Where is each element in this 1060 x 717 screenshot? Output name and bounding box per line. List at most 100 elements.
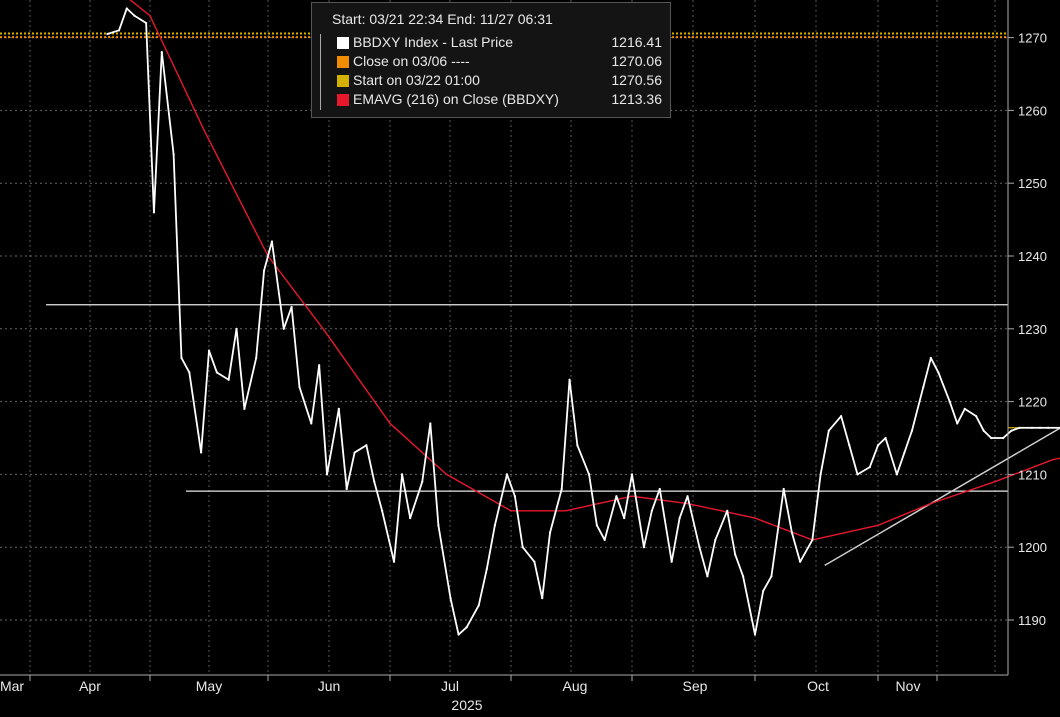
series-segment	[381, 510, 395, 562]
legend-label: BBDXY Index - Last Price	[353, 34, 514, 50]
series-segment	[421, 423, 432, 482]
series-segment	[129, 0, 151, 17]
series-segment	[937, 372, 951, 402]
series-segment	[791, 532, 801, 563]
legend-label: Close on 03/06 ----	[353, 53, 470, 69]
series-segment	[650, 488, 661, 512]
series-segment	[134, 14, 147, 24]
series-segment	[742, 576, 756, 635]
legend-value: 1213.36	[611, 91, 662, 107]
series-segment	[811, 474, 822, 541]
legend-value: 1270.56	[611, 72, 662, 88]
series-segment	[714, 510, 729, 541]
series-segment	[840, 415, 851, 446]
series-segment	[514, 496, 524, 548]
series-segment	[255, 270, 265, 359]
series-segment	[298, 386, 313, 424]
series-segment	[857, 466, 871, 476]
legend-row-last-price: BBDXY Index - Last Price 1216.41	[320, 34, 662, 53]
series-segment	[1002, 430, 1012, 439]
series-segment	[1052, 457, 1060, 461]
x-tick-label: May	[196, 678, 222, 694]
series-segment	[828, 415, 842, 432]
x-tick-label: Apr	[79, 678, 101, 694]
series-segment	[126, 7, 136, 17]
series-segment	[658, 488, 673, 562]
series-segment	[243, 357, 258, 410]
legend-tree-line	[320, 53, 331, 72]
series-segment	[670, 517, 681, 562]
series-segment	[107, 29, 120, 35]
series-segment	[345, 452, 356, 490]
y-tick-label: 1230	[1018, 322, 1047, 337]
series-segment	[493, 474, 508, 526]
y-tick-label: 1270	[1018, 31, 1047, 46]
series-segment	[903, 430, 913, 453]
series-segment	[149, 15, 206, 133]
series-segment	[754, 517, 813, 541]
series-segment	[911, 386, 925, 431]
series-segment	[596, 524, 606, 541]
series-segment	[318, 365, 328, 475]
series-segment	[754, 590, 765, 635]
series-segment	[884, 437, 898, 475]
legend-row-emavg: EMAVG (216) on Close (BBDXY) 1213.36	[320, 91, 662, 110]
series-segment	[576, 444, 590, 475]
series-segment	[615, 495, 626, 519]
series-segment	[365, 445, 376, 482]
series-segment	[734, 554, 744, 577]
series-segment	[930, 481, 996, 505]
series-segment	[560, 379, 571, 490]
series-segment	[603, 496, 618, 541]
series-segment	[762, 575, 773, 592]
series-segment	[290, 306, 301, 388]
series-segment	[227, 328, 238, 380]
legend-value: 1216.41	[611, 34, 662, 50]
series-segment	[326, 408, 340, 475]
legend-tree-line	[320, 72, 331, 91]
series-segment	[678, 495, 689, 519]
series-segment	[819, 430, 830, 475]
series-segment	[437, 525, 452, 599]
series-segment	[868, 444, 879, 468]
series-segment	[401, 474, 412, 519]
x-tick-label: Sep	[683, 678, 708, 694]
series-segment	[263, 241, 273, 271]
series-segment	[877, 437, 887, 446]
series-segment	[975, 415, 985, 432]
series-segment	[200, 350, 210, 453]
series-segment	[877, 502, 932, 527]
series-lines	[106, 0, 1060, 636]
y-tick-label: 1210	[1018, 467, 1047, 482]
series-segment	[188, 372, 203, 453]
legend-panel: Start: 03/21 22:34 End: 11/27 06:31 BBDX…	[311, 2, 671, 118]
y-axis-ticks: 1190 1200 1210 1220 1230 1240 1250 1260 1270	[1008, 31, 1047, 628]
series-segment	[235, 328, 246, 409]
series-segment	[322, 328, 391, 424]
legend-date-range: Start: 03/21 22:34 End: 11/27 06:31	[332, 11, 553, 27]
x-tick-label: Mar	[0, 678, 24, 694]
x-tick-label: Jun	[318, 678, 341, 694]
series-segment	[698, 546, 709, 577]
y-tick-label: 1240	[1018, 249, 1047, 264]
series-segment	[782, 488, 793, 533]
series-segment	[409, 481, 424, 519]
series-segment	[686, 496, 701, 548]
series-segment	[216, 371, 230, 381]
series-segment	[180, 357, 191, 373]
legend-row-start: Start on 03/22 01:00 1270.56	[320, 72, 662, 91]
series-segment	[271, 241, 285, 329]
trend-line	[824, 427, 1060, 567]
series-segment	[588, 474, 598, 526]
y-tick-label: 1220	[1018, 395, 1047, 410]
series-segment	[848, 445, 859, 475]
series-segment	[948, 401, 959, 424]
series-segment	[983, 430, 992, 439]
series-segment	[506, 474, 516, 497]
series-segment	[282, 306, 293, 330]
series-segment	[922, 357, 932, 388]
series-segment	[541, 532, 551, 599]
series-segment	[449, 597, 460, 635]
series-segment	[994, 459, 1053, 483]
y-tick-label: 1260	[1018, 103, 1047, 118]
